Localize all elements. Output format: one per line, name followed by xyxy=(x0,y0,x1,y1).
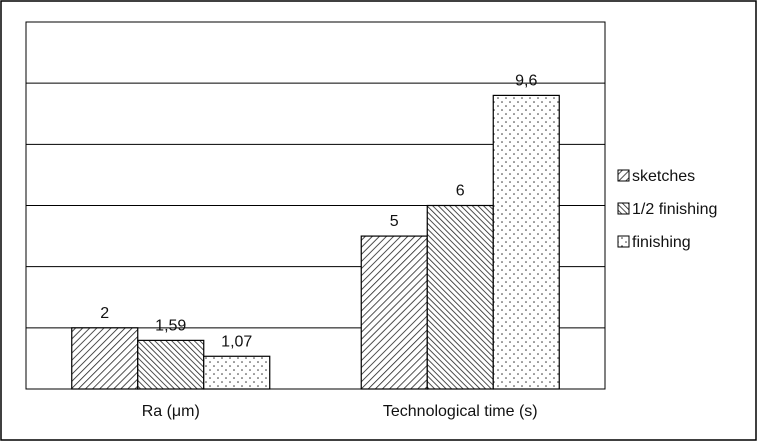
bar-1-2-finishing-1 xyxy=(426,204,494,390)
legend: sketches 1/2 finishing finishing xyxy=(617,168,717,251)
value-label: 9,6 xyxy=(515,72,537,89)
bar-sketches-1 xyxy=(360,235,428,390)
value-label: 1,59 xyxy=(155,317,186,334)
legend-swatch xyxy=(617,169,630,182)
bar-1-2-finishing-0 xyxy=(137,339,205,390)
legend-label: 1/2 finishing xyxy=(632,201,717,218)
legend-label: finishing xyxy=(632,234,691,251)
bar-sketches-0 xyxy=(71,327,139,390)
x-tick-label: Technological time (s) xyxy=(383,403,538,420)
bars-group xyxy=(71,94,560,390)
value-label: 5 xyxy=(390,213,399,230)
legend-swatch xyxy=(617,202,630,215)
x-axis-labels: Ra (μm) Technological time (s) xyxy=(142,403,538,420)
x-tick-label: Ra (μm) xyxy=(142,403,200,420)
value-label: 6 xyxy=(456,183,465,200)
bar-finishing-1 xyxy=(492,94,560,390)
legend-swatch xyxy=(617,235,630,248)
legend-label: sketches xyxy=(632,168,695,185)
value-label: 2 xyxy=(100,305,109,322)
bar-finishing-0 xyxy=(203,355,271,390)
value-label: 1,07 xyxy=(221,333,252,350)
value-labels: 2 1,59 1,07 5 6 9,6 xyxy=(100,72,537,350)
